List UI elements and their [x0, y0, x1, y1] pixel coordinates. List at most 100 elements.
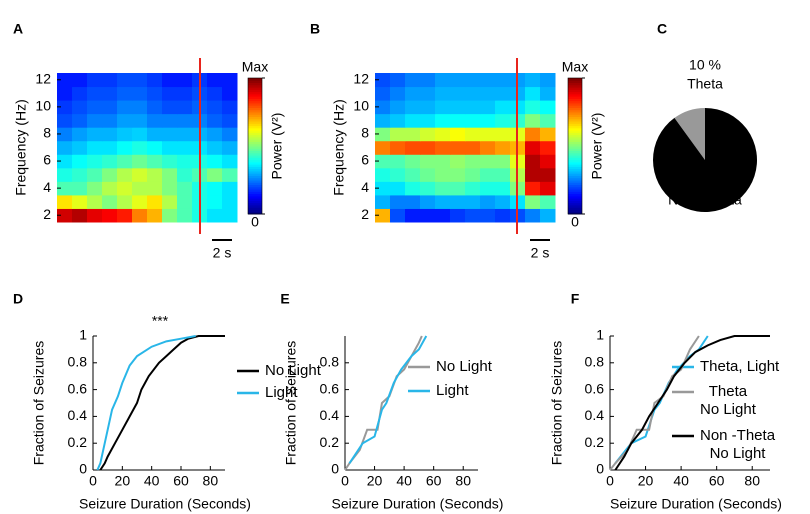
heat-cell — [450, 86, 466, 101]
heat-cell — [87, 73, 103, 88]
heat-cell — [132, 127, 148, 142]
y-tick-label: 4 — [43, 179, 51, 195]
heat-cell — [147, 127, 163, 142]
heat-cell — [222, 127, 238, 142]
heat-cell — [72, 113, 88, 128]
colorbar-step — [568, 109, 582, 113]
colorbar-step — [248, 116, 262, 120]
heat-cell — [147, 181, 163, 196]
heat-cell — [162, 127, 178, 142]
heat-cell — [102, 113, 118, 128]
heat-cell — [57, 100, 73, 115]
legend-label: Light — [436, 382, 469, 399]
heat-cell — [177, 140, 193, 155]
heat-cell — [450, 113, 466, 128]
series-line — [609, 335, 700, 471]
heat-cell — [375, 167, 391, 182]
heat-cell — [435, 154, 451, 169]
heat-cell — [102, 100, 118, 115]
heat-cell — [465, 86, 481, 101]
heat-cell — [405, 140, 421, 155]
heat-cell — [540, 194, 556, 209]
heat-cell — [57, 86, 73, 101]
heat-cell — [540, 100, 556, 115]
colorbar-step — [248, 112, 262, 115]
heat-cell — [480, 86, 496, 101]
colorbar-label: Power (V²) — [269, 113, 285, 180]
heat-cell — [480, 181, 496, 196]
colorbar-step — [568, 184, 582, 188]
heat-cell — [72, 167, 88, 182]
colorbar-step — [568, 198, 582, 201]
heat-cell — [420, 100, 436, 115]
y-axis-label: Fraction of Seizures — [31, 341, 47, 466]
heat-cell — [405, 113, 421, 128]
colorbar-step — [248, 78, 262, 81]
heat-cell — [540, 73, 556, 88]
heat-cell — [207, 127, 223, 142]
heat-cell — [465, 208, 481, 223]
heat-cell — [450, 73, 466, 88]
heat-cell — [405, 100, 421, 115]
heat-cell — [177, 86, 193, 101]
heat-cell — [375, 127, 391, 142]
heat-cell — [450, 194, 466, 209]
heat-cell — [117, 100, 133, 115]
panel-label: C — [657, 21, 667, 37]
heat-cell — [162, 86, 178, 101]
colorbar-step — [568, 96, 582, 99]
heat-cell — [495, 127, 511, 142]
colorbar-step — [568, 191, 582, 195]
colorbar-step — [568, 175, 582, 179]
heat-cell — [465, 167, 481, 182]
heat-cell — [162, 154, 178, 169]
colorbar-step — [248, 123, 262, 127]
heat-cell — [540, 86, 556, 101]
colorbar-step — [248, 148, 262, 152]
heat-cell — [480, 127, 496, 142]
heat-cell — [117, 181, 133, 196]
colorbar-step — [568, 105, 582, 108]
heat-cell — [117, 113, 133, 128]
y-tick-label: 0.8 — [585, 354, 605, 370]
heat-cell — [480, 100, 496, 115]
heat-cell — [102, 140, 118, 155]
x-tick-label: 20 — [638, 473, 654, 489]
heat-cell — [132, 208, 148, 223]
x-tick-label: 60 — [173, 473, 189, 489]
heat-cell — [405, 154, 421, 169]
heat-cell — [540, 127, 556, 142]
colorbar-step — [248, 170, 262, 174]
heat-cell — [132, 154, 148, 169]
colorbar-step — [248, 96, 262, 99]
heat-cell — [375, 100, 391, 115]
heat-cell — [540, 208, 556, 223]
heat-cell — [420, 208, 436, 223]
heat-cell — [540, 140, 556, 155]
y-tick-label: 12 — [353, 70, 369, 86]
heat-cell — [117, 208, 133, 223]
colorbar-step — [568, 132, 582, 136]
heat-cell — [480, 73, 496, 88]
heat-cell — [525, 167, 541, 182]
heat-cell — [162, 208, 178, 223]
heat-cell — [465, 127, 481, 142]
heat-cell — [525, 73, 541, 88]
colorbar-step — [248, 89, 262, 93]
colorbar-step — [248, 80, 262, 84]
heat-cell — [102, 194, 118, 209]
series-line — [614, 335, 770, 471]
heat-cell — [117, 167, 133, 182]
colorbar-step — [248, 186, 262, 190]
series-line — [614, 335, 709, 464]
colorbar-step — [248, 91, 262, 95]
heat-cell — [177, 127, 193, 142]
colorbar-step — [248, 114, 262, 118]
y-tick-label: 0.6 — [585, 380, 605, 396]
heat-cell — [102, 167, 118, 182]
colorbar-step — [568, 80, 582, 84]
colorbar-step — [568, 102, 582, 106]
heat-cell — [495, 86, 511, 101]
heat-cell — [222, 181, 238, 196]
